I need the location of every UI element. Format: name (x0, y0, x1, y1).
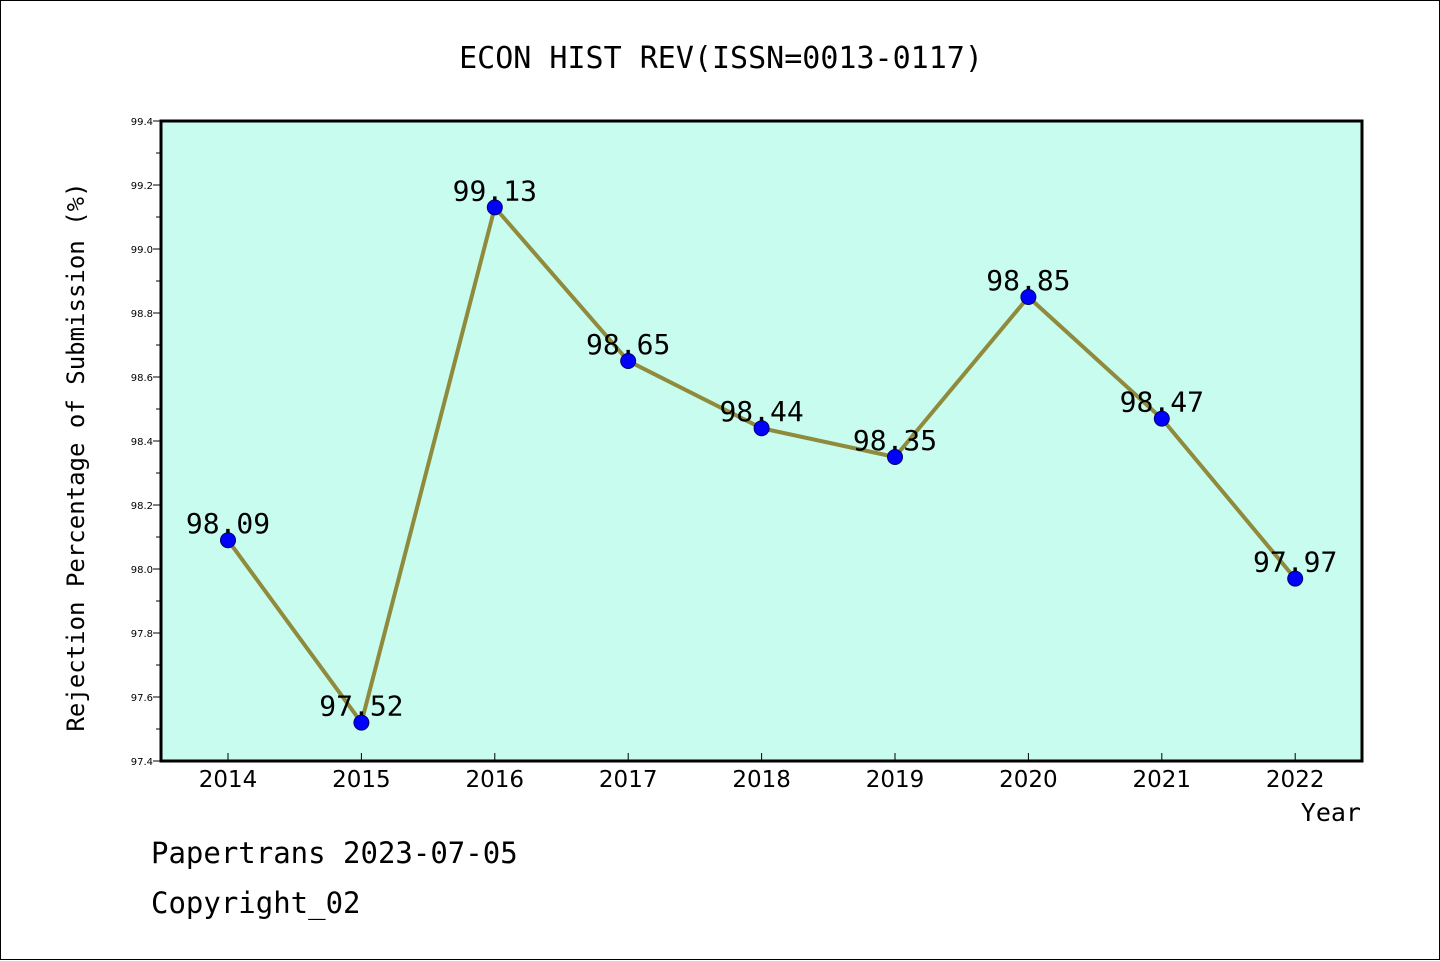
data-label: 98.65 (586, 328, 670, 361)
y-tick-label: 98.4 (131, 437, 153, 448)
data-label: 98.44 (719, 395, 803, 428)
y-tick-label: 98.8 (131, 309, 153, 320)
plot-border (159, 119, 1364, 763)
data-point (353, 714, 370, 731)
x-tick-label: 2021 (1133, 767, 1192, 793)
x-tick-label: 2020 (999, 767, 1058, 793)
data-label: 98.09 (186, 507, 270, 540)
x-tick-label: 2022 (1266, 767, 1325, 793)
data-label: 98.47 (1120, 386, 1204, 419)
plot-area (161, 121, 1362, 761)
axis-ticks: 97.4 97.6 97.8 98.0 98.2 98.4 98.6 98.8 99.0 99.2… (131, 117, 1325, 793)
y-tick-label: 98.6 (131, 373, 153, 384)
y-tick-label: 99.2 (131, 181, 153, 192)
series-layer: 98.09 97.52 99.13 98.65 98.44 98.35 98.85 98.47… (186, 174, 1337, 731)
data-label: 98.85 (986, 264, 1070, 297)
source-stamp: Papertrans 2023-07-05 (151, 836, 518, 870)
data-point (1287, 570, 1304, 587)
y-tick-label: 99.4 (131, 117, 153, 128)
data-point (1153, 410, 1170, 427)
data-point (220, 532, 236, 549)
copyright-text: Copyright_02 (151, 886, 361, 920)
y-tick-label: 97.6 (131, 693, 153, 704)
y-tick-label: 98.0 (131, 565, 153, 576)
data-point (887, 449, 903, 465)
x-tick-label: 2015 (332, 767, 391, 793)
y-tick-label: 97.4 (131, 757, 153, 768)
data-point (1020, 289, 1037, 305)
data-point (620, 353, 637, 369)
x-tick-label: 2016 (466, 767, 525, 793)
data-label: 97.52 (319, 690, 403, 723)
x-axis-label: Year (1301, 798, 1361, 827)
y-tick-label: 99.0 (131, 245, 153, 256)
chart-title: ECON HIST REV(ISSN=0013-0117) (459, 41, 983, 76)
data-point (753, 420, 770, 437)
y-axis-label: Rejection Percentage of Submission (%) (62, 182, 90, 731)
data-point (486, 199, 503, 216)
y-tick-label: 97.8 (131, 629, 153, 640)
data-label: 98.35 (853, 424, 937, 457)
x-tick-label: 2019 (866, 767, 925, 793)
x-tick-label: 2014 (199, 767, 258, 793)
data-label: 99.13 (453, 174, 537, 207)
x-tick-label: 2017 (599, 767, 658, 793)
data-label: 97.97 (1253, 546, 1337, 579)
x-tick-label: 2018 (732, 767, 791, 793)
y-tick-label: 98.2 (131, 501, 153, 512)
